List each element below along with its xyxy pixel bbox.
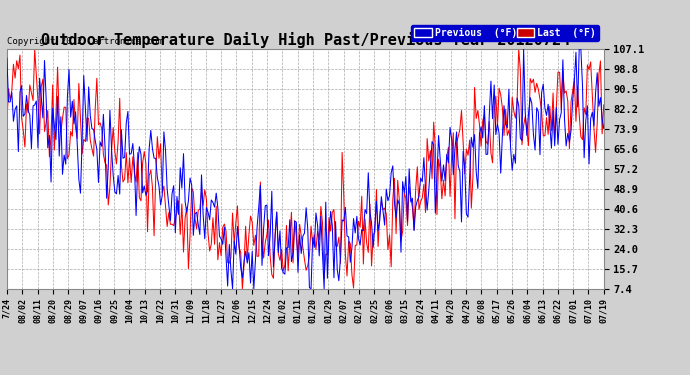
Legend: Previous  (°F), Last  (°F): Previous (°F), Last (°F) (411, 25, 599, 40)
Text: Copyright 2012 Cartronics.com: Copyright 2012 Cartronics.com (8, 38, 164, 46)
Title: Outdoor Temperature Daily High Past/Previous Year 20120724: Outdoor Temperature Daily High Past/Prev… (41, 32, 570, 48)
